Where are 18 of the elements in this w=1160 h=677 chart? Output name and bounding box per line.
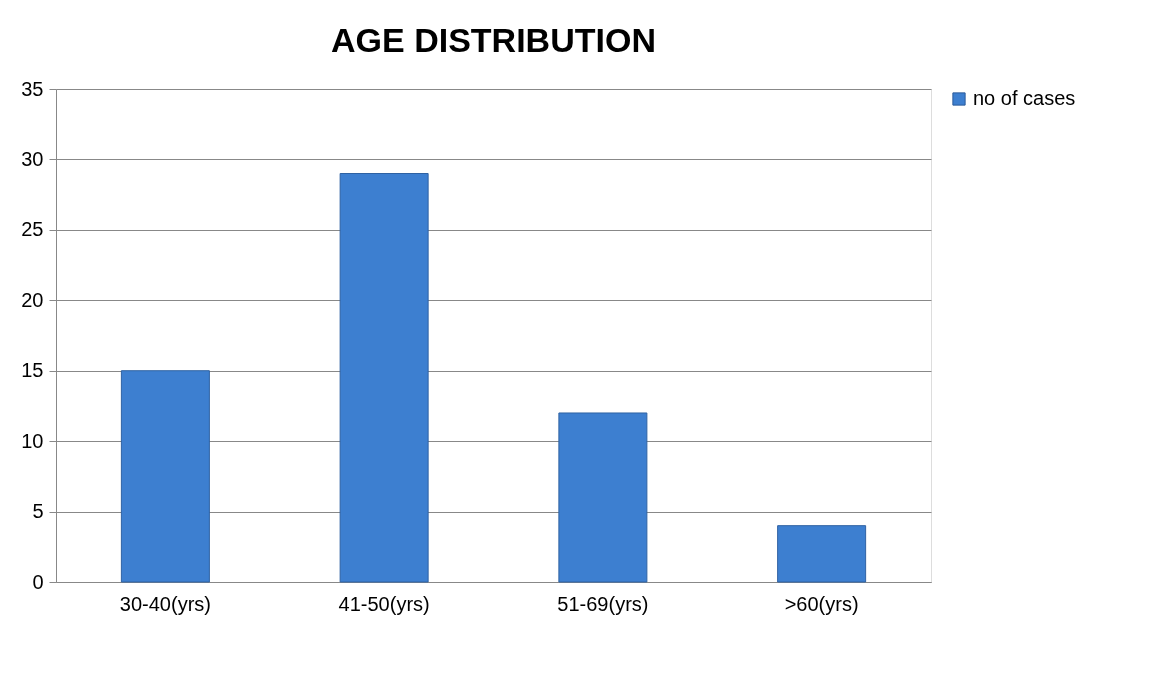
chart-title: AGE DISTRIBUTION	[331, 21, 656, 59]
y-tick-label: 10	[21, 429, 44, 452]
bar	[120, 370, 210, 583]
y-tick-label: 20	[21, 288, 44, 311]
bar	[339, 173, 429, 583]
bar	[558, 412, 648, 583]
y-tick-label: 25	[21, 218, 44, 241]
y-tick-label: 30	[21, 147, 44, 170]
legend-label: no of cases	[973, 87, 1076, 109]
y-tick-label: 5	[32, 500, 44, 523]
y-tick-label: 0	[32, 570, 44, 593]
x-tick-label: 41-50(yrs)	[338, 592, 430, 615]
x-tick-label: >60(yrs)	[784, 592, 859, 615]
x-tick-label: 51-69(yrs)	[557, 592, 649, 615]
bar	[777, 525, 867, 583]
x-tick-label: 30-40(yrs)	[119, 592, 211, 615]
y-tick-label: 15	[21, 359, 44, 382]
y-tick-label: 35	[21, 77, 44, 100]
